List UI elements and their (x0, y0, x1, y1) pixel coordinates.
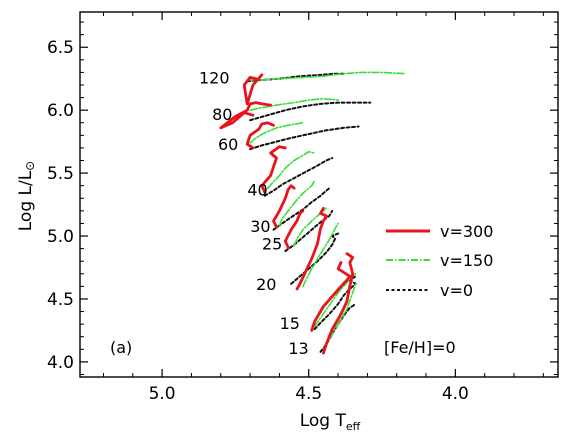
y-tick-label: 4.0 (47, 353, 74, 373)
track-v150-m120 (246, 71, 407, 81)
y-tick-label: 6.5 (47, 38, 74, 58)
track-v150-m30 (278, 179, 316, 227)
legend-label-v0: v=0 (440, 281, 473, 300)
track-v0-m80 (249, 101, 372, 122)
track-v0-m40 (263, 157, 334, 197)
legend-label-v150: v=150 (440, 251, 493, 270)
y-tick-label: 6.0 (47, 101, 74, 121)
track-v0-m20 (290, 232, 340, 285)
y-axis-title-symbol: ⊙ (23, 161, 37, 171)
track-v300-m25 (283, 209, 305, 249)
track-v300-m13 (321, 252, 355, 355)
track-v300-m20 (295, 206, 328, 291)
y-tick-label: 5.0 (47, 227, 74, 247)
metallicity-label: [Fe/H]=0 (384, 338, 456, 357)
track-v150-m40 (266, 150, 316, 189)
track-v150-m60 (249, 122, 304, 144)
axis-ticks: 5.0 4.5 4.0 4.0 4.5 5.0 5.5 6.0 6.5 (47, 12, 558, 404)
track-v300-m15 (310, 261, 352, 332)
y-tick-label: 5.5 (47, 164, 74, 184)
series-layer (219, 71, 407, 355)
mass-label-25: 25 (262, 235, 282, 254)
track-v300-m40 (260, 145, 287, 194)
track-v150-m20 (302, 222, 339, 288)
track-v0-m60 (249, 125, 360, 151)
mass-label-15: 15 (280, 314, 300, 333)
track-v300-m60 (245, 121, 275, 150)
track-v150-m80 (249, 98, 339, 111)
track-v300-m80 (219, 101, 273, 130)
x-axis-title: Log Teff (300, 411, 361, 433)
mass-label-20: 20 (256, 275, 276, 294)
track-v300-m120 (242, 73, 264, 106)
x-tick-label: 4.5 (295, 384, 322, 404)
mass-label-13: 13 (288, 339, 308, 358)
y-tick-label: 4.5 (47, 290, 74, 310)
legend-label-v300: v=300 (440, 222, 493, 241)
x-axis-title-subscript: eff (346, 420, 361, 433)
x-tick-label: 4.0 (442, 384, 469, 404)
legend: v=300 v=150 v=0 (386, 222, 493, 300)
mass-label-80: 80 (212, 105, 232, 124)
panel-label: (a) (110, 338, 132, 357)
plot-frame (79, 11, 559, 378)
track-v300-m30 (272, 184, 296, 229)
mass-label-120: 120 (199, 68, 230, 87)
mass-label-30: 30 (250, 217, 270, 236)
x-tick-label: 5.0 (149, 384, 176, 404)
mass-label-40: 40 (247, 180, 267, 199)
mass-label-60: 60 (218, 135, 238, 154)
y-axis-title: Log L/L⊙ (16, 161, 37, 232)
track-v0-m30 (272, 187, 331, 231)
